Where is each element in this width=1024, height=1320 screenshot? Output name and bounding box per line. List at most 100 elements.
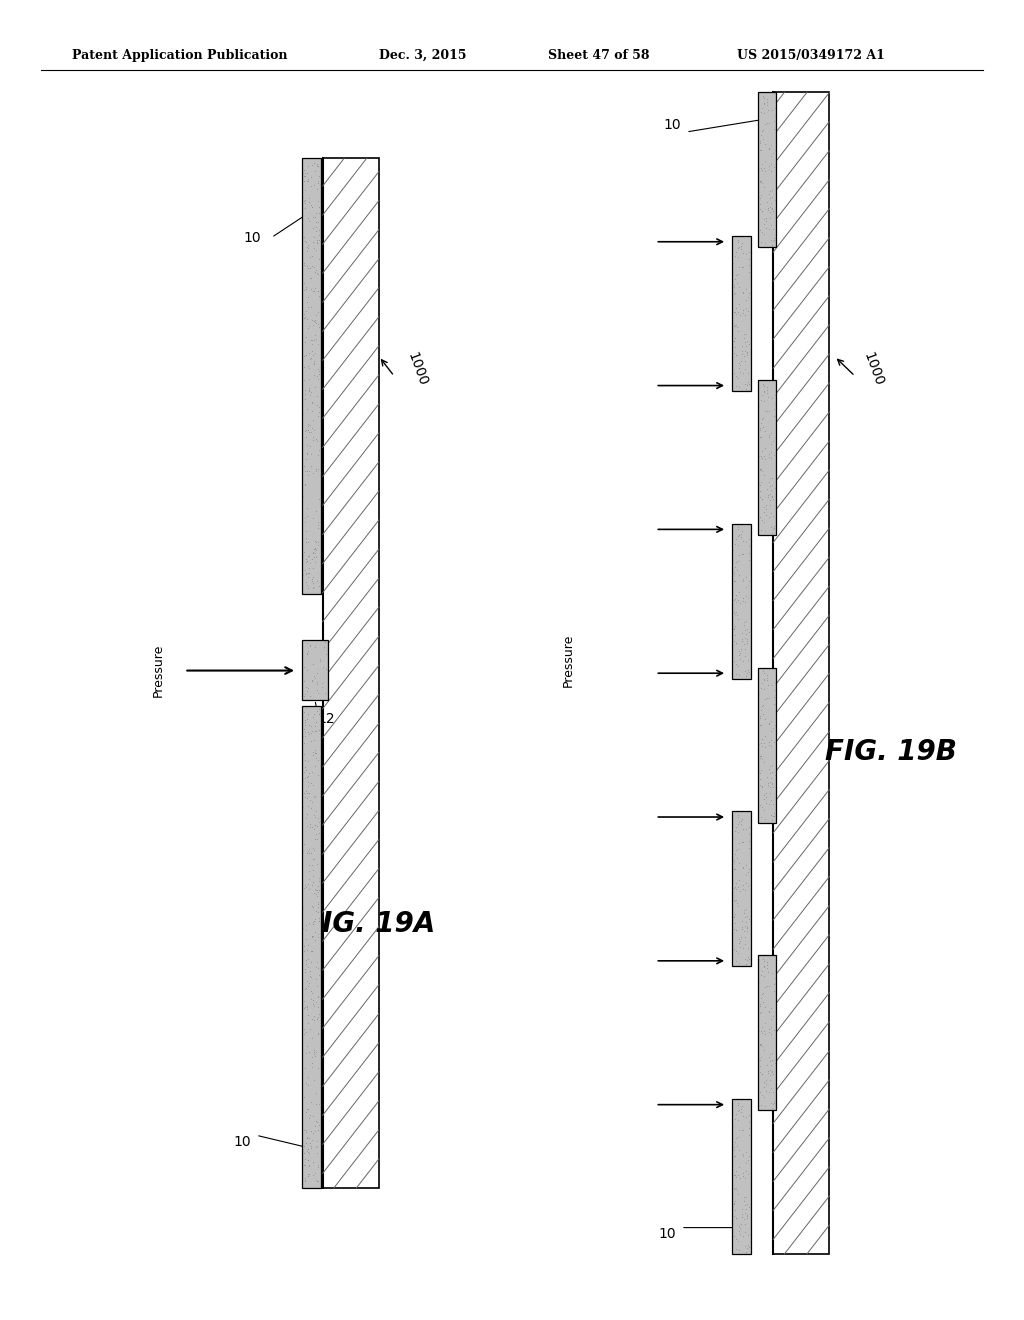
Point <box>730 231 746 252</box>
Point <box>298 236 314 257</box>
Bar <box>302 158 321 594</box>
Point <box>296 541 312 562</box>
Point <box>298 709 314 730</box>
Point <box>309 816 326 837</box>
Point <box>741 334 758 355</box>
Point <box>728 920 744 941</box>
Point <box>735 302 752 323</box>
Point <box>726 1205 742 1226</box>
Point <box>301 1107 317 1129</box>
Point <box>730 352 746 374</box>
Point <box>727 858 743 879</box>
Point <box>295 671 311 692</box>
Point <box>757 725 773 746</box>
Point <box>759 112 775 133</box>
Point <box>765 1093 781 1114</box>
Point <box>754 960 770 981</box>
Point <box>752 795 768 816</box>
Point <box>763 145 779 166</box>
Point <box>764 809 780 830</box>
Point <box>759 975 775 997</box>
Text: Dec. 3, 2015: Dec. 3, 2015 <box>379 49 466 62</box>
Point <box>754 441 770 462</box>
Point <box>301 842 317 863</box>
Point <box>767 1002 783 1023</box>
Point <box>730 609 746 630</box>
Point <box>295 1139 311 1160</box>
Point <box>305 226 322 247</box>
Point <box>295 565 311 586</box>
Point <box>726 912 742 933</box>
Point <box>737 854 754 875</box>
Point <box>757 975 773 997</box>
Point <box>305 744 322 766</box>
Point <box>301 562 317 583</box>
Point <box>305 507 322 528</box>
Point <box>761 1022 777 1043</box>
Point <box>757 449 773 470</box>
Point <box>761 400 777 421</box>
Point <box>728 1167 744 1188</box>
Point <box>738 906 755 927</box>
Point <box>307 220 324 242</box>
Point <box>306 1006 323 1027</box>
Point <box>307 239 324 260</box>
Point <box>764 1061 780 1082</box>
Point <box>305 577 322 598</box>
Point <box>306 840 323 861</box>
Point <box>310 170 327 191</box>
Point <box>733 523 750 544</box>
Point <box>764 1043 780 1064</box>
Point <box>759 92 775 114</box>
Point <box>725 1164 741 1185</box>
Point <box>762 490 778 511</box>
Point <box>728 345 744 366</box>
Point <box>296 253 312 275</box>
Point <box>295 842 311 863</box>
Point <box>310 1023 327 1044</box>
Point <box>303 166 319 187</box>
Point <box>756 380 772 401</box>
Text: US 2015/0349172 A1: US 2015/0349172 A1 <box>737 49 885 62</box>
Point <box>727 301 743 322</box>
Point <box>732 936 749 957</box>
Point <box>755 694 771 715</box>
Point <box>754 672 770 693</box>
Point <box>762 197 778 218</box>
Point <box>302 635 318 656</box>
Point <box>295 404 311 425</box>
Point <box>726 906 742 927</box>
Point <box>298 231 314 252</box>
Point <box>298 677 314 698</box>
Point <box>756 209 772 230</box>
Point <box>309 701 326 722</box>
Point <box>752 458 768 479</box>
Point <box>299 162 315 183</box>
Point <box>762 1043 778 1064</box>
Point <box>300 420 316 441</box>
Point <box>305 994 322 1015</box>
Point <box>304 895 321 916</box>
Point <box>307 908 324 929</box>
Point <box>303 194 319 215</box>
Point <box>764 755 780 776</box>
Point <box>296 657 312 678</box>
Bar <box>732 1100 751 1254</box>
Point <box>300 874 316 895</box>
Point <box>302 1133 318 1154</box>
Point <box>761 156 777 177</box>
Point <box>765 143 781 164</box>
Point <box>753 714 769 735</box>
Point <box>736 899 753 920</box>
Point <box>300 975 316 997</box>
Point <box>304 1106 321 1127</box>
Point <box>296 743 312 764</box>
Point <box>296 308 312 329</box>
Point <box>733 527 750 548</box>
Point <box>308 900 325 921</box>
Point <box>300 1142 316 1163</box>
Point <box>311 219 328 240</box>
Point <box>306 929 323 950</box>
Point <box>297 807 313 828</box>
Point <box>725 302 741 323</box>
